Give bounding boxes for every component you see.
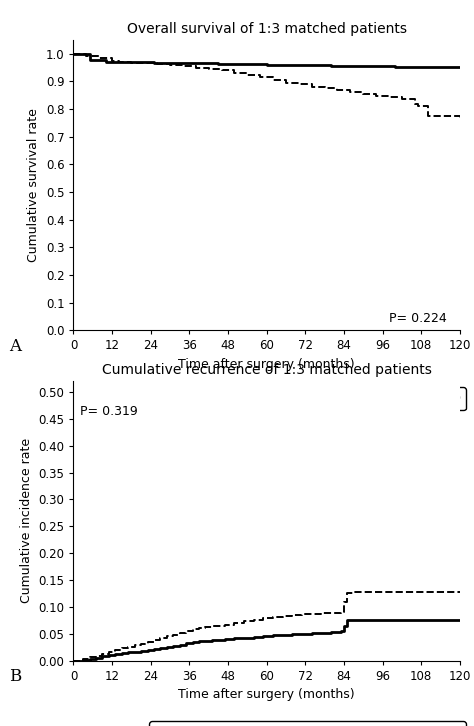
X-axis label: Time after surgery (months): Time after surgery (months) [178,688,355,701]
Title: Cumulative recurrence of 1:3 matched patients: Cumulative recurrence of 1:3 matched pat… [102,363,431,378]
Y-axis label: Cumulative survival rate: Cumulative survival rate [27,108,40,262]
Y-axis label: Cumulative incidence rate: Cumulative incidence rate [20,439,33,603]
Text: B: B [9,668,22,685]
Text: P= 0.319: P= 0.319 [80,405,137,418]
Text: P= 0.224: P= 0.224 [389,311,447,325]
Title: Overall survival of 1:3 matched patients: Overall survival of 1:3 matched patients [127,22,407,36]
X-axis label: Time after surgery (months): Time after surgery (months) [178,358,355,371]
Text: A: A [9,338,21,354]
Legend: Open (n=244), Laparoscopy (n=92): Open (n=244), Laparoscopy (n=92) [149,388,466,410]
Legend: Open (n=244), Laparoscopy (n=92): Open (n=244), Laparoscopy (n=92) [149,722,466,726]
